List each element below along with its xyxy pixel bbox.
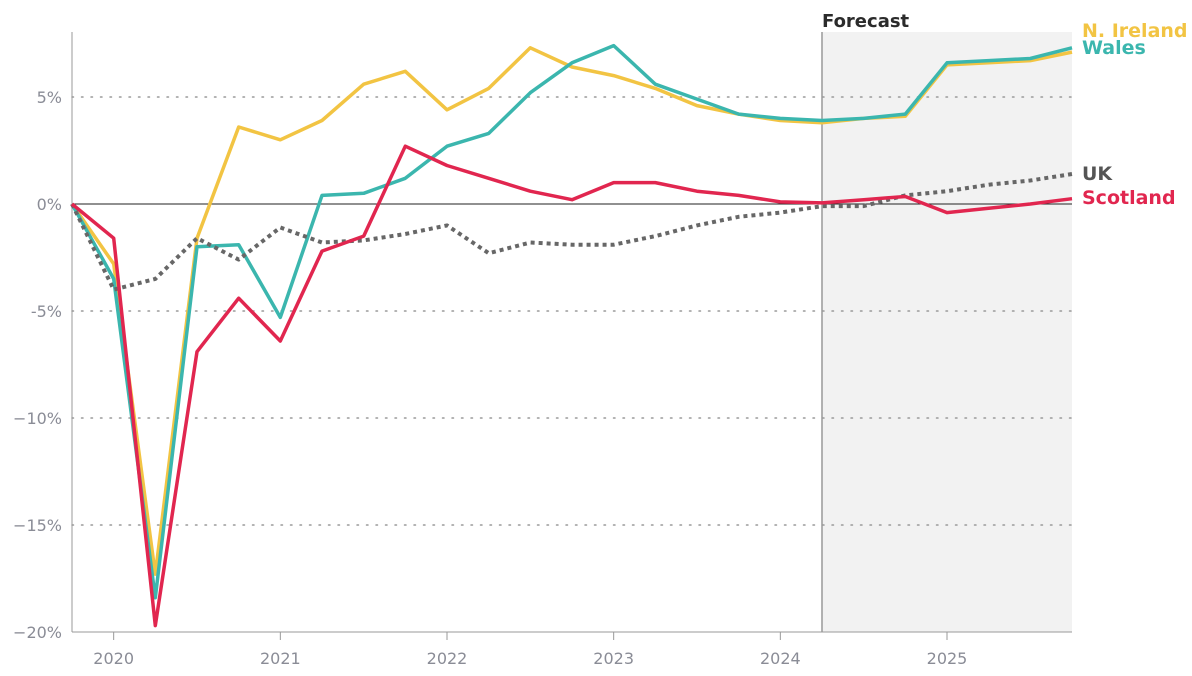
series-label: N. Ireland [1082, 20, 1188, 42]
x-tick-label: 2022 [427, 649, 468, 668]
y-tick-label: 0% [37, 195, 62, 214]
series-label: Wales [1082, 37, 1146, 59]
y-tick-labels: 5% 0% -5% −10% −15% −20% [13, 88, 62, 642]
series-lines [70, 43, 1073, 628]
x-tick-label: 2024 [760, 649, 801, 668]
x-tick-label: 2025 [927, 649, 968, 668]
y-tick-label: −20% [13, 623, 62, 642]
y-tick-label: −15% [13, 516, 62, 535]
series-label: UK [1082, 163, 1113, 185]
series-line-n-ireland [70, 46, 1073, 576]
y-tick-label: −10% [13, 409, 62, 428]
series-line-wales [70, 43, 1073, 600]
series-line-scotland [70, 144, 1073, 628]
y-tick-label: 5% [37, 88, 62, 107]
x-tick-label: 2020 [93, 649, 134, 668]
x-tick-label: 2021 [260, 649, 301, 668]
x-ticks: 2020 2021 2022 2023 2024 2025 [93, 632, 967, 668]
forecast-shade [822, 32, 1072, 632]
y-tick-label: -5% [31, 302, 62, 321]
x-tick-label: 2023 [593, 649, 634, 668]
series-label: Scotland [1082, 187, 1176, 209]
forecast-label: Forecast [822, 11, 910, 32]
